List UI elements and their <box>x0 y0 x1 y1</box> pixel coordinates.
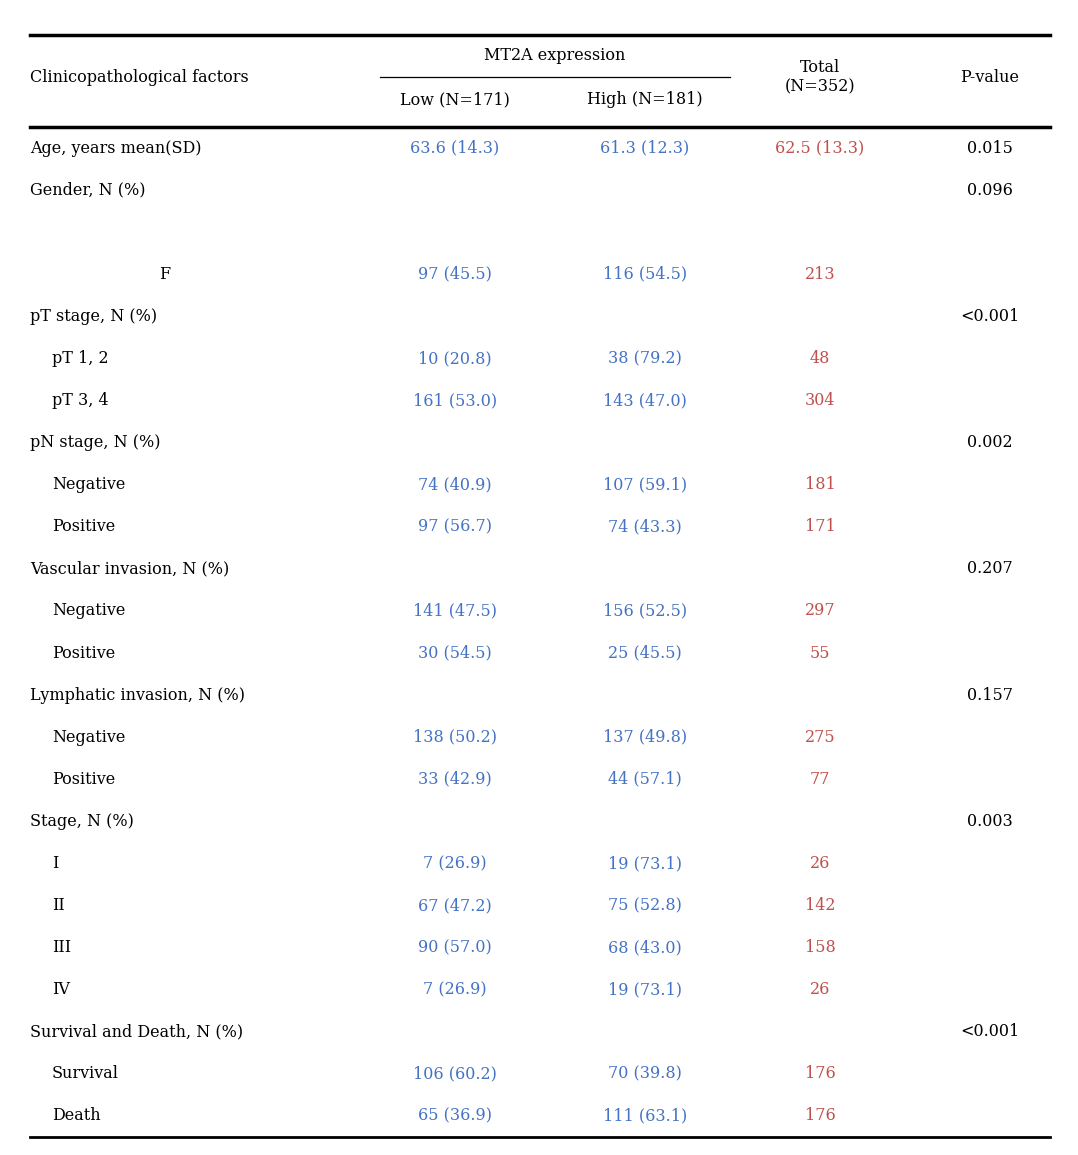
Text: pT stage, N (%): pT stage, N (%) <box>30 308 157 325</box>
Text: III: III <box>52 939 71 956</box>
Text: 48: 48 <box>810 350 830 367</box>
Text: 0.003: 0.003 <box>967 813 1013 830</box>
Text: 141 (47.5): 141 (47.5) <box>413 603 497 619</box>
Text: 143 (47.0): 143 (47.0) <box>603 392 687 409</box>
Text: 138 (50.2): 138 (50.2) <box>413 729 497 746</box>
Text: 67 (47.2): 67 (47.2) <box>418 897 492 914</box>
Text: 106 (60.2): 106 (60.2) <box>413 1065 497 1082</box>
Text: 70 (39.8): 70 (39.8) <box>608 1065 682 1082</box>
Text: 116 (54.5): 116 (54.5) <box>603 266 687 283</box>
Text: 25 (45.5): 25 (45.5) <box>608 644 682 662</box>
Text: Death: Death <box>52 1108 100 1125</box>
Text: pT 3, 4: pT 3, 4 <box>52 392 109 409</box>
Text: 0.096: 0.096 <box>967 181 1013 199</box>
Text: 26: 26 <box>810 855 830 872</box>
Text: Age, years mean(SD): Age, years mean(SD) <box>30 140 202 157</box>
Text: Vascular invasion, N (%): Vascular invasion, N (%) <box>30 560 230 578</box>
Text: <0.001: <0.001 <box>960 308 1020 325</box>
Text: 61.3 (12.3): 61.3 (12.3) <box>600 140 690 157</box>
Text: 0.015: 0.015 <box>967 140 1013 157</box>
Text: 75 (52.8): 75 (52.8) <box>608 897 682 914</box>
Text: 7 (26.9): 7 (26.9) <box>424 982 487 998</box>
Text: P-value: P-value <box>960 69 1020 85</box>
Text: 19 (73.1): 19 (73.1) <box>608 855 682 872</box>
Text: 74 (43.3): 74 (43.3) <box>608 519 682 535</box>
Text: 55: 55 <box>810 644 830 662</box>
Text: 63.6 (14.3): 63.6 (14.3) <box>411 140 499 157</box>
Text: <0.001: <0.001 <box>960 1023 1020 1041</box>
Text: IV: IV <box>52 982 70 998</box>
Text: Negative: Negative <box>52 476 125 493</box>
Text: 90 (57.0): 90 (57.0) <box>418 939 492 956</box>
Text: 275: 275 <box>804 729 835 746</box>
Text: 62.5 (13.3): 62.5 (13.3) <box>775 140 865 157</box>
Text: 30 (54.5): 30 (54.5) <box>418 644 492 662</box>
Text: MT2A expression: MT2A expression <box>484 46 625 64</box>
Text: Positive: Positive <box>52 519 115 535</box>
Text: 65 (36.9): 65 (36.9) <box>418 1108 492 1125</box>
Text: pN stage, N (%): pN stage, N (%) <box>30 434 161 452</box>
Text: pT 1, 2: pT 1, 2 <box>52 350 109 367</box>
Text: 97 (45.5): 97 (45.5) <box>418 266 492 283</box>
Text: 297: 297 <box>804 603 835 619</box>
Text: 38 (79.2): 38 (79.2) <box>608 350 682 367</box>
Text: Survival: Survival <box>52 1065 119 1082</box>
Text: 0.002: 0.002 <box>967 434 1013 452</box>
Text: 33 (42.9): 33 (42.9) <box>418 770 492 788</box>
Text: 158: 158 <box>804 939 835 956</box>
Text: 44 (57.1): 44 (57.1) <box>608 770 682 788</box>
Text: 137 (49.8): 137 (49.8) <box>603 729 687 746</box>
Text: 77: 77 <box>810 770 830 788</box>
Text: Negative: Negative <box>52 729 125 746</box>
Text: 0.207: 0.207 <box>967 560 1013 578</box>
Text: Lymphatic invasion, N (%): Lymphatic invasion, N (%) <box>30 686 245 703</box>
Text: 107 (59.1): 107 (59.1) <box>603 476 687 493</box>
Text: 111 (63.1): 111 (63.1) <box>603 1108 687 1125</box>
Text: Negative: Negative <box>52 603 125 619</box>
Text: 26: 26 <box>810 982 830 998</box>
Text: Stage, N (%): Stage, N (%) <box>30 813 134 830</box>
Text: Positive: Positive <box>52 644 115 662</box>
Text: 213: 213 <box>804 266 835 283</box>
Text: 181: 181 <box>804 476 835 493</box>
Text: II: II <box>52 897 65 914</box>
Text: High (N=181): High (N=181) <box>588 91 703 109</box>
Text: 176: 176 <box>804 1108 835 1125</box>
Text: 19 (73.1): 19 (73.1) <box>608 982 682 998</box>
Text: I: I <box>52 855 58 872</box>
Text: Total
(N=352): Total (N=352) <box>785 59 855 96</box>
Text: 97 (56.7): 97 (56.7) <box>418 519 492 535</box>
Text: F: F <box>160 266 170 283</box>
Text: 10 (20.8): 10 (20.8) <box>418 350 492 367</box>
Text: 68 (43.0): 68 (43.0) <box>608 939 682 956</box>
Text: Low (N=171): Low (N=171) <box>400 91 510 109</box>
Text: Survival and Death, N (%): Survival and Death, N (%) <box>30 1023 244 1041</box>
Text: Positive: Positive <box>52 770 115 788</box>
Text: 176: 176 <box>804 1065 835 1082</box>
Text: Gender, N (%): Gender, N (%) <box>30 181 146 199</box>
Text: 74 (40.9): 74 (40.9) <box>418 476 492 493</box>
Text: 161 (53.0): 161 (53.0) <box>413 392 497 409</box>
Text: Clinicopathological factors: Clinicopathological factors <box>30 69 249 85</box>
Text: 142: 142 <box>805 897 835 914</box>
Text: 171: 171 <box>804 519 835 535</box>
Text: 304: 304 <box>805 392 835 409</box>
Text: 0.157: 0.157 <box>967 686 1013 703</box>
Text: 156 (52.5): 156 (52.5) <box>603 603 687 619</box>
Text: 7 (26.9): 7 (26.9) <box>424 855 487 872</box>
